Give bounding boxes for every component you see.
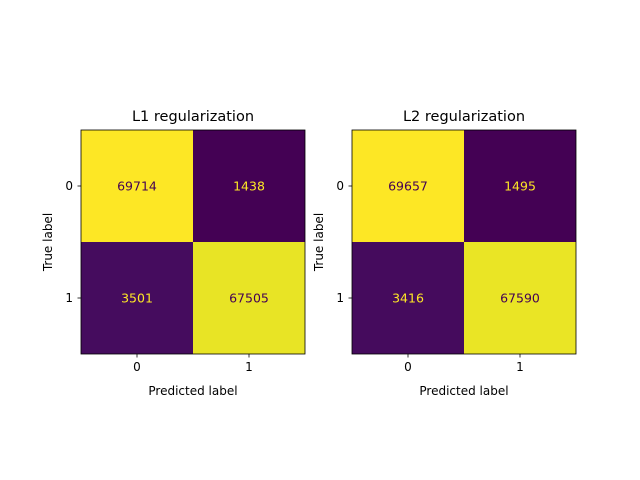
plots: 69714 1438 3501 67505 0 1 0 1 L1 regularization P… <box>41 109 577 398</box>
cell-1-0 <box>81 242 193 354</box>
cell-value-0-0: 69657 <box>388 179 428 194</box>
x-tick-label-0: 0 <box>404 360 412 374</box>
cell-0-0 <box>81 130 193 242</box>
axes-frame <box>351 129 577 355</box>
cell-value-1-0: 3501 <box>121 291 153 306</box>
cell-value-0-1: 1438 <box>233 179 265 194</box>
cell-1-1 <box>193 242 305 354</box>
confusion-matrix-1: 69714 1438 3501 67505 0 1 0 1 L1 regularization P… <box>41 109 306 398</box>
cell-0-0 <box>352 130 464 242</box>
x-tick-label-1: 1 <box>516 360 524 374</box>
x-tick-label-0: 0 <box>133 360 141 374</box>
y-tick-label-0: 0 <box>65 179 73 193</box>
y-tick-label-1: 1 <box>65 291 73 305</box>
cell-value-0-1: 1495 <box>504 179 536 194</box>
cell-value-1-1: 67505 <box>229 291 269 306</box>
y-tick-label-1: 1 <box>336 291 344 305</box>
x-tick-label-1: 1 <box>245 360 253 374</box>
chart-title: L1 regularization <box>132 109 254 125</box>
x-axis-label: Predicted label <box>148 384 237 398</box>
x-axis-label: Predicted label <box>419 384 508 398</box>
y-axis-label: True label <box>41 213 55 272</box>
cell-value-0-0: 69714 <box>117 179 157 194</box>
cell-0-1 <box>193 130 305 242</box>
cell-1-1 <box>464 242 576 354</box>
confusion-matrix-2: 69657 1495 3416 67590 0 1 0 1 L2 regularization P… <box>312 109 577 398</box>
y-tick-label-0: 0 <box>336 179 344 193</box>
cell-value-1-0: 3416 <box>392 291 424 306</box>
axes-frame <box>80 129 306 355</box>
chart-title: L2 regularization <box>403 109 525 125</box>
cell-1-0 <box>352 242 464 354</box>
cell-value-1-1: 67590 <box>500 291 540 306</box>
cell-0-1 <box>464 130 576 242</box>
y-axis-label: True label <box>312 213 326 272</box>
